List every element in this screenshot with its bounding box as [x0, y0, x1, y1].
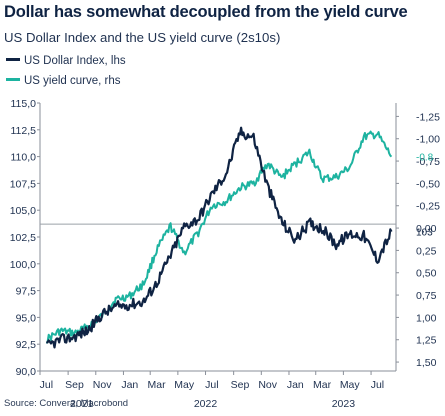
x-axis-month-label: Jan — [287, 379, 304, 391]
legend-swatch-yield-curve — [6, 78, 20, 82]
x-axis-month-label: Sep — [231, 379, 250, 391]
left-axis-tick-label: 105,0 — [10, 205, 36, 217]
left-axis-tick-label: 112,5 — [11, 125, 37, 137]
left-axis-tick-label: 102,5 — [10, 232, 36, 244]
left-axis-tick-label: 90,0 — [16, 366, 37, 378]
x-axis-month-label: Jan — [121, 379, 138, 391]
x-axis-month-label: Mar — [148, 379, 167, 391]
right-axis-tick-label: 0,25 — [416, 245, 437, 257]
legend-swatch-dollar-index — [6, 58, 20, 62]
x-axis-year-label: 2021 — [70, 398, 94, 410]
legend-item-yield-curve: US yield curve, rhs — [6, 75, 121, 87]
x-axis-month-label: Sep — [65, 379, 84, 391]
left-axis-tick-label: 97,5 — [16, 286, 37, 298]
left-axis-tick-label: 110,0 — [11, 152, 37, 164]
series-line-yield-curve — [45, 130, 393, 344]
legend-label-dollar-index: US Dollar Index, lhs — [24, 55, 126, 67]
legend-label-yield-curve: US yield curve, rhs — [24, 75, 121, 87]
right-axis-tick-label: 1,00 — [416, 312, 437, 324]
x-axis-month-label: May — [340, 379, 361, 391]
right-axis-tick-label: 0,50 — [416, 268, 437, 280]
right-axis-tick-label: 1,25 — [416, 335, 437, 347]
series-line-dollar-index — [46, 126, 393, 349]
left-axis-tick-label: 115,0 — [11, 98, 37, 110]
right-axis-tick-label: -1,00 — [416, 134, 440, 146]
x-axis-year-label: 2023 — [332, 398, 356, 410]
left-axis-tick-label: 95,0 — [16, 312, 37, 324]
left-axis-tick-label: 107,5 — [10, 178, 36, 190]
left-axis-tick-label: 92,5 — [16, 339, 37, 351]
right-axis-tick-label: 0,75 — [416, 290, 437, 302]
right-axis-tick-label: -0,50 — [416, 178, 440, 190]
end-label-dollar-index: 103 — [416, 228, 433, 239]
x-axis-year-label: 2022 — [194, 398, 218, 410]
left-axis-tick-label: 100,0 — [10, 259, 36, 271]
right-axis-tick-label: -0,25 — [416, 201, 440, 213]
x-axis-month-label: May — [174, 379, 195, 391]
end-label-yield-curve: -0.8 — [416, 153, 434, 164]
x-axis-month-label: Jul — [40, 379, 53, 391]
x-axis-month-label: Jul — [371, 379, 384, 391]
x-axis-month-label: Jul — [205, 379, 218, 391]
chart-title: Dollar has somewhat decoupled from the y… — [4, 3, 408, 21]
right-axis-tick-label: 1,50 — [416, 357, 437, 369]
right-axis-tick-label: 0,00 — [416, 223, 437, 235]
x-axis-month-label: Nov — [258, 379, 277, 391]
right-axis-tick-label: -1,25 — [416, 111, 440, 123]
legend-item-dollar-index: US Dollar Index, lhs — [6, 55, 126, 67]
chart-subtitle: US Dollar Index and the US yield curve (… — [4, 30, 281, 45]
source-note: Source: Convera, Macrobond — [4, 398, 129, 409]
right-axis-tick-label: -0,75 — [416, 156, 440, 168]
x-axis-month-label: Nov — [93, 379, 112, 391]
x-axis-month-label: Mar — [313, 379, 332, 391]
